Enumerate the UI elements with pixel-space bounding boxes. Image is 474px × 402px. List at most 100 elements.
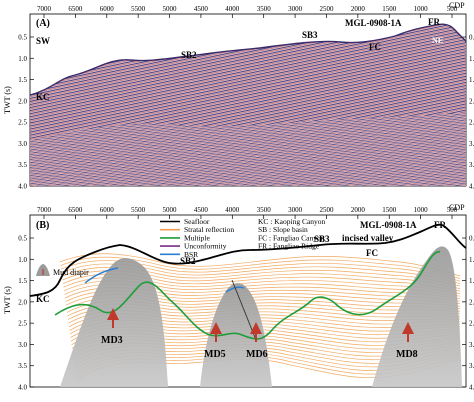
md3-label: MD3	[101, 335, 123, 346]
panel-b-fc-label: FC	[366, 248, 378, 258]
panel-a-fr-label: FR	[428, 17, 440, 27]
panel-a-y-axis-label: TWT (s)	[3, 86, 12, 114]
cdp-tick-label: 1000	[414, 206, 429, 214]
legend-abbrev-label: FC : Fangliao Canyon	[258, 233, 325, 242]
md5-label: MD5	[204, 349, 226, 360]
legend-item-label: Unconformity	[184, 242, 227, 251]
cdp-tick-label: 6000	[100, 206, 115, 214]
panel-b-kc-label: KC	[36, 294, 50, 304]
twt-tick-label: 3.5	[18, 362, 27, 370]
legend-item-label: Multiple	[184, 233, 211, 242]
md6-label: MD6	[246, 349, 268, 360]
cdp-tick-label: 5000	[163, 206, 178, 214]
legend-abbrev-label: KC : Kaoping Canyon	[258, 217, 326, 226]
twt-tick-label: 1.5	[18, 76, 27, 84]
twt-tick-label: 2.0	[18, 298, 27, 306]
twt-tick-label: 0.5	[18, 235, 27, 243]
panel-a-sw-label: SW	[36, 36, 50, 46]
cdp-tick-label: 3500	[257, 5, 272, 13]
cdp-tick-label: 4000	[225, 206, 240, 214]
panel-b-cdp-unit: CDP	[449, 203, 465, 212]
twt-tick-label-right: 1.5	[469, 277, 474, 285]
twt-tick-label-right: 2.5	[469, 119, 474, 127]
mud-diapir-md5-md6	[200, 283, 272, 387]
cdp-tick-label: 4500	[194, 206, 209, 214]
cdp-tick-label: 1500	[382, 206, 397, 214]
panel-a-cdp-ticks: 7000 6500 6000 5500 5000 4500 4000 3500 3000 2500…	[37, 5, 458, 18]
twt-tick-label: 2.5	[18, 119, 27, 127]
cdp-tick-label: 4000	[225, 5, 240, 13]
twt-tick-label-right: 0.5	[469, 235, 474, 243]
panel-b-cdp-ticks: 7000 6500 6000 5500 5000 4500 4000 3500 3000 2500…	[37, 206, 458, 219]
twt-tick-label: 2.5	[18, 320, 27, 328]
cdp-tick-label: 3500	[257, 206, 272, 214]
cdp-tick-label: 1500	[382, 5, 397, 13]
twt-tick-label: 1.5	[18, 277, 27, 285]
twt-tick-label-right: 1.0	[469, 55, 474, 63]
panel-a-fc-label: FC	[369, 42, 381, 52]
cdp-tick-label: 6500	[68, 206, 83, 214]
panel-b-fr-label: FR	[434, 220, 446, 230]
panel-b-label: (B)	[36, 220, 49, 231]
panel-b-incised-valley-label: incised valley	[342, 233, 394, 243]
panel-a-cdp-unit: CDP	[449, 1, 465, 10]
cdp-tick-label: 7000	[37, 206, 52, 214]
panel-a: 7000 6500 6000 5500 5000 4500 4000 3500 3000 2500…	[3, 1, 474, 191]
panel-a-line-name: MGL-0908-1A	[345, 18, 402, 28]
panel-b-line-name: MGL-0908-1A	[360, 220, 417, 230]
panel-b-sb2-label: SB2	[180, 256, 196, 266]
seafloor-line	[29, 223, 467, 297]
legend-item-label: Stratal reflection	[184, 225, 234, 234]
legend-item-label: Seafloor	[184, 217, 210, 226]
twt-tick-label-right: 3.5	[469, 161, 474, 169]
twt-tick-label-right: 1.5	[469, 76, 474, 84]
twt-tick-label: 3.0	[18, 341, 27, 349]
multiple-line	[54, 251, 441, 340]
cdp-tick-label: 5500	[131, 5, 146, 13]
legend-item-label: BSR	[184, 250, 198, 259]
panel-b-sb3-label: SB3	[314, 234, 330, 244]
twt-tick-label: 4.0	[18, 183, 27, 191]
cdp-tick-label: 1000	[414, 5, 429, 13]
twt-tick-label-right: 4.0	[469, 384, 474, 392]
cdp-tick-label: 4500	[194, 5, 209, 13]
panel-b: 7000 6500 6000 5500 5000 4500 4000 3500 3000 2500…	[3, 203, 474, 392]
panel-a-seafloor	[29, 23, 467, 96]
twt-tick-label: 2.0	[18, 97, 27, 105]
panel-a-ne-label: NE	[432, 36, 443, 45]
legend-abbrev-label: FR : Fangliao Ridge	[258, 242, 320, 251]
twt-tick-label-right: 4.0	[469, 183, 474, 191]
panel-b-y-axis-label: TWT (s)	[3, 286, 12, 314]
twt-tick-label: 3.0	[18, 140, 27, 148]
cdp-tick-label: 6000	[100, 5, 115, 13]
cdp-tick-label: 3000	[288, 206, 303, 214]
mud-diapir-md8	[372, 246, 462, 387]
cdp-tick-label: 3000	[288, 5, 303, 13]
panel-a-deep-reflection	[30, 112, 466, 186]
cdp-tick-label: 6500	[68, 5, 83, 13]
panel-a-sb2-label: SB2	[181, 50, 197, 60]
panel-a-kc-label: KC	[36, 92, 50, 102]
cdp-tick-label: 2500	[319, 206, 334, 214]
cdp-tick-label: 500	[447, 206, 458, 214]
panel-a-label: (A)	[36, 18, 50, 29]
mud-diapir-legend-label: Mud diapir	[53, 268, 89, 277]
twt-tick-label-right: 2.0	[469, 97, 474, 105]
twt-tick-label: 3.5	[18, 161, 27, 169]
cdp-tick-label: 2000	[351, 5, 366, 13]
twt-tick-label-right: 2.5	[469, 320, 474, 328]
cdp-tick-label: 7000	[37, 5, 52, 13]
twt-tick-label: 0.5	[18, 34, 27, 42]
twt-tick-label-right: 3.5	[469, 362, 474, 370]
bsr-line	[84, 267, 119, 284]
cdp-tick-label: 2000	[351, 206, 366, 214]
panel-a-sb3-label: SB3	[302, 30, 318, 40]
twt-tick-label-right: 0.5	[469, 34, 474, 42]
twt-tick-label: 4.0	[18, 384, 27, 392]
cdp-tick-label: 500	[447, 5, 458, 13]
twt-tick-label: 1.0	[18, 55, 27, 63]
cdp-tick-label: 2500	[319, 5, 334, 13]
cdp-tick-label: 5000	[163, 5, 178, 13]
